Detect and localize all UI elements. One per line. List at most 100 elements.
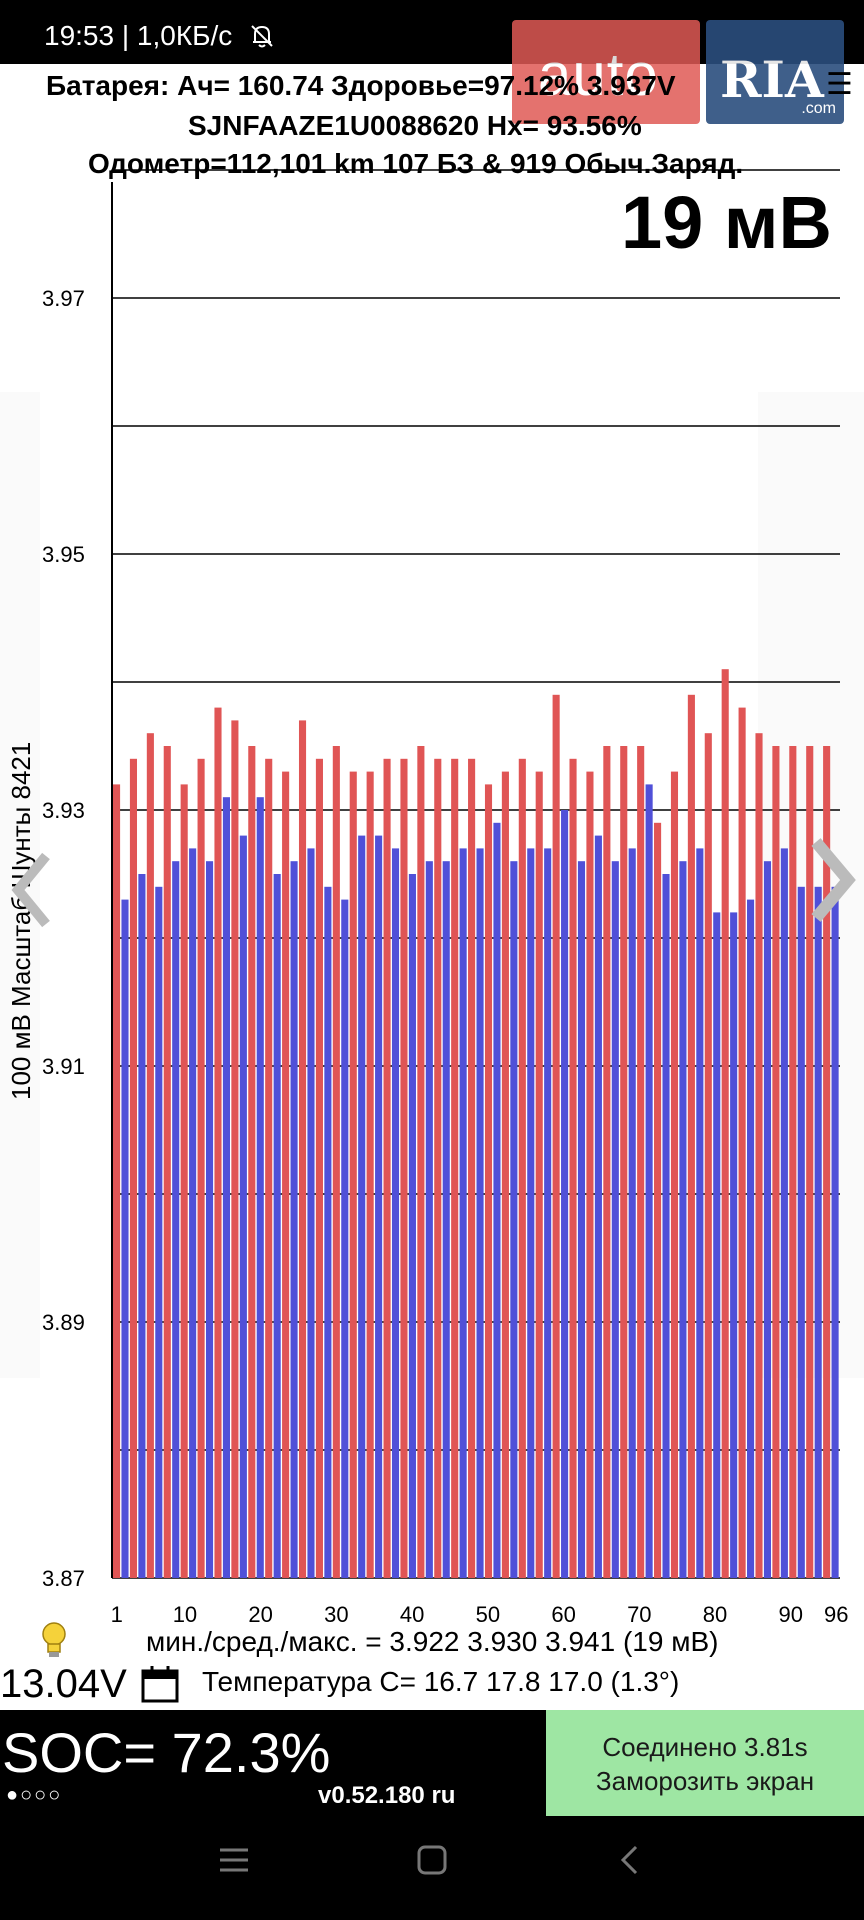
pack-voltage: 13.04V xyxy=(0,1662,127,1706)
bar-max xyxy=(468,758,476,1578)
voltage-delta: 19 мВ xyxy=(620,181,832,264)
watermark-ria: RIA .com xyxy=(706,20,844,124)
bar-min xyxy=(121,899,129,1578)
soc-value: SOC= 72.3% xyxy=(2,1721,331,1784)
bar-min xyxy=(459,848,467,1578)
freeze-screen-label: Заморозить экран xyxy=(595,1766,815,1796)
bar-max xyxy=(552,694,560,1578)
bar-min xyxy=(324,886,332,1578)
bar-max xyxy=(738,707,746,1578)
bar-min xyxy=(577,861,586,1578)
bar-max xyxy=(654,822,662,1578)
bar-min xyxy=(155,886,163,1578)
bar-min xyxy=(780,848,788,1578)
bar-min xyxy=(189,848,197,1578)
menu-icon[interactable]: ☰ xyxy=(826,68,853,101)
bar-max xyxy=(704,733,712,1578)
bar-max xyxy=(332,746,340,1578)
bar-min xyxy=(408,874,416,1578)
bar-max xyxy=(146,733,154,1578)
y-tick-label: 3.91 xyxy=(42,1054,85,1079)
bar-max xyxy=(214,707,222,1578)
bar-max xyxy=(620,746,628,1578)
freeze-screen-button[interactable]: Соединено 3.81s Заморозить экран xyxy=(546,1710,864,1816)
x-tick-label: 30 xyxy=(324,1602,348,1627)
x-tick-label: 96 xyxy=(824,1602,848,1627)
x-tick-label: 70 xyxy=(627,1602,651,1627)
next-arrow-icon[interactable] xyxy=(806,836,858,924)
bar-min xyxy=(747,899,755,1578)
recent-apps-icon[interactable] xyxy=(216,1842,252,1878)
y-tick-label: 3.87 xyxy=(42,1566,85,1591)
bar-min xyxy=(425,861,433,1578)
bar-min xyxy=(273,874,281,1578)
bar-min xyxy=(239,835,247,1578)
bar-max xyxy=(789,746,797,1578)
x-ticks: 1 10 20 30 40 50 60 70 80 90 96 xyxy=(111,1602,849,1627)
bar-min xyxy=(645,784,653,1578)
bar-min xyxy=(662,874,670,1578)
bar-min xyxy=(205,861,214,1578)
bar-min xyxy=(544,848,552,1578)
bar-min xyxy=(290,861,298,1578)
bar-max xyxy=(806,746,814,1578)
bell-off-icon xyxy=(251,25,273,48)
y-tick-label: 3.93 xyxy=(42,798,85,823)
bar-min xyxy=(814,886,822,1578)
temperature-line: Температура С= 16.7 17.8 17.0 (1.3°) xyxy=(202,1666,680,1697)
bar-max xyxy=(113,784,121,1578)
bottom-bar: SOC= 72.3% ●○○○ v0.52.180 ru Соединено 3… xyxy=(0,1710,864,1816)
x-tick-label: 80 xyxy=(703,1602,727,1627)
bar-max xyxy=(315,758,323,1578)
bar-max xyxy=(129,758,138,1578)
vin-health: SJNFAAZE1U0088620 Hx= 93.56% xyxy=(188,110,642,141)
x-tick-label: 10 xyxy=(173,1602,197,1627)
bars xyxy=(113,669,839,1578)
app-version: v0.52.180 ru xyxy=(318,1782,456,1809)
bar-min xyxy=(763,861,772,1578)
bar-max xyxy=(451,758,459,1578)
bar-max xyxy=(569,758,577,1578)
bar-max xyxy=(163,746,171,1578)
bar-max xyxy=(721,669,729,1578)
bar-max xyxy=(501,771,509,1578)
y-tick-label: 3.89 xyxy=(42,1310,85,1335)
bar-max xyxy=(197,758,205,1578)
bar-min xyxy=(172,861,180,1578)
bar-min xyxy=(138,874,146,1578)
bar-max xyxy=(518,758,526,1578)
back-icon[interactable] xyxy=(612,1842,648,1878)
y-tick-label: 3.95 xyxy=(42,542,85,567)
bar-max xyxy=(772,746,780,1578)
home-icon[interactable] xyxy=(414,1842,450,1878)
battery-summary: Батарея: Ач= 160.74 Здоровье=97.12% 3.93… xyxy=(46,70,676,101)
bar-max xyxy=(484,784,493,1578)
bar-min xyxy=(831,886,839,1578)
bar-min xyxy=(730,912,738,1578)
bar-max xyxy=(687,694,695,1578)
bar-max xyxy=(434,758,442,1578)
bar-min xyxy=(679,861,687,1578)
bar-max xyxy=(366,771,374,1578)
x-tick-label: 60 xyxy=(551,1602,575,1627)
bar-max xyxy=(603,746,611,1578)
bar-max xyxy=(265,758,273,1578)
connection-status: Соединено 3.81s xyxy=(602,1732,808,1762)
x-tick-label: 50 xyxy=(476,1602,500,1627)
x-tick-label: 40 xyxy=(400,1602,424,1627)
bar-max xyxy=(417,746,425,1578)
bar-min xyxy=(797,886,805,1578)
calendar-icon[interactable] xyxy=(140,1664,180,1704)
status-text: 19:53 | 1,0КБ/с xyxy=(44,20,233,51)
min-avg-max: мин./сред./макс. = 3.922 3.930 3.941 (19… xyxy=(146,1626,719,1657)
y-tick-label: 3.97 xyxy=(42,286,85,311)
odometer-line: Одометр=112,101 km 107 БЗ & 919 Обыч.Зар… xyxy=(88,148,744,179)
prev-arrow-icon[interactable] xyxy=(10,850,54,930)
bar-min xyxy=(391,848,400,1578)
bar-min xyxy=(628,848,636,1578)
bar-max xyxy=(180,784,188,1578)
cell-voltage-chart: 3.87 3.89 3.91 3.93 3.95 3.97 1 10 20 30 40 50 60 70… xyxy=(6,169,849,1627)
watermark-auto: auto xyxy=(512,20,700,124)
bar-max xyxy=(637,746,645,1578)
bar-min xyxy=(476,848,484,1578)
